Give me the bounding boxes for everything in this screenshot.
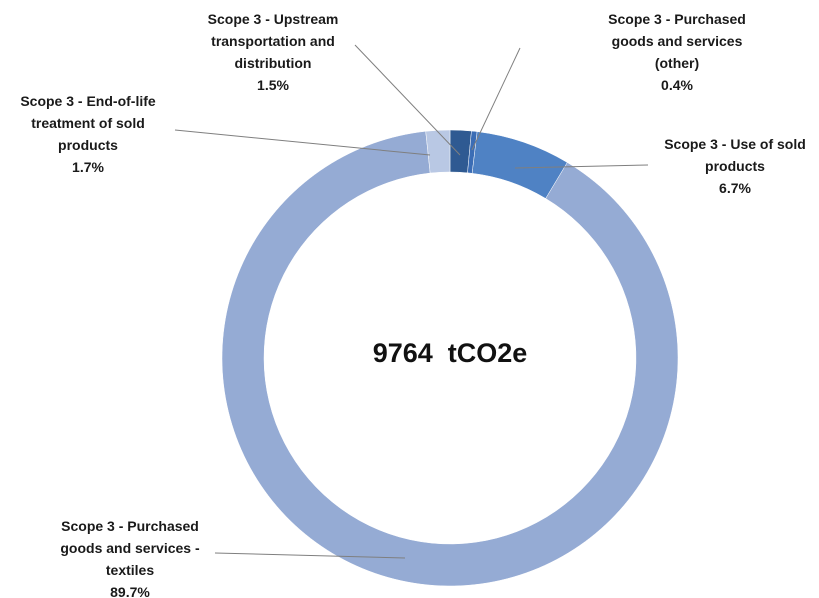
leader-line bbox=[174, 129, 431, 156]
data-label: Scope 3 - Purchased goods and services (… bbox=[592, 8, 762, 96]
data-label: Scope 3 - Purchased goods and services -… bbox=[40, 515, 220, 598]
data-label: Scope 3 - Use of sold products 6.7% bbox=[650, 133, 819, 199]
donut-segment bbox=[425, 129, 451, 174]
value-label: 1.7% bbox=[72, 159, 104, 175]
value-label: 0.4% bbox=[661, 77, 693, 93]
center-label: 9764 tCO2e bbox=[372, 338, 528, 368]
category-label: Scope 3 - Purchased goods and services (… bbox=[608, 11, 746, 71]
data-label: Scope 3 - Upstream transportation and di… bbox=[188, 8, 358, 96]
category-label: Scope 3 - Purchased goods and services -… bbox=[60, 518, 200, 578]
value-label: 6.7% bbox=[719, 180, 751, 196]
category-label: Scope 3 - End-of-life treatment of sold … bbox=[20, 93, 156, 153]
leader-line bbox=[471, 47, 521, 151]
data-label: Scope 3 - End-of-life treatment of sold … bbox=[6, 90, 171, 178]
leader-line bbox=[214, 552, 406, 559]
leader-line bbox=[514, 164, 649, 169]
leader-line bbox=[354, 44, 461, 156]
value-label: 1.5% bbox=[257, 77, 289, 93]
category-label: Scope 3 - Use of sold products bbox=[664, 136, 806, 174]
category-label: Scope 3 - Upstream transportation and di… bbox=[207, 11, 339, 71]
value-label: 89.7% bbox=[110, 584, 150, 598]
donut-segment bbox=[221, 131, 679, 587]
